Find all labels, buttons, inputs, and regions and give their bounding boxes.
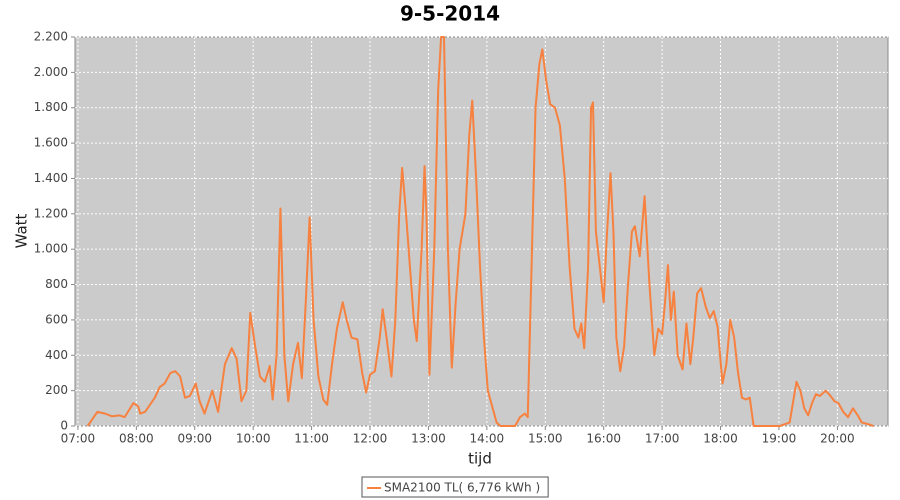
y-tick-label: 1.000 [34, 242, 68, 256]
x-tick-label: 11:00 [294, 432, 329, 446]
x-tick-label: 12:00 [353, 432, 388, 446]
x-tick-label: 13:00 [411, 432, 446, 446]
y-tick-label: 200 [45, 383, 68, 397]
y-axis-title: Watt [13, 213, 31, 248]
x-tick-label: 09:00 [177, 432, 212, 446]
x-tick-label: 07:00 [61, 432, 96, 446]
chart-title: 9-5-2014 [400, 2, 500, 26]
y-tick-label: 0 [60, 419, 68, 433]
x-axis-title: tijd [468, 450, 492, 468]
y-tick-label: 600 [45, 312, 68, 326]
line-series [86, 36, 874, 427]
y-tick-label: 1.800 [34, 100, 68, 114]
x-tick-label: 20:00 [820, 432, 855, 446]
legend-label: SMA2100 TL( 6,776 kWh ) [384, 481, 540, 495]
x-tick-label: 18:00 [703, 432, 738, 446]
y-tick-label: 2.000 [34, 65, 68, 79]
x-tick-label: 08:00 [119, 432, 154, 446]
legend: SMA2100 TL( 6,776 kWh ) [361, 476, 549, 498]
x-tick-label: 14:00 [470, 432, 505, 446]
plot-area [74, 36, 889, 427]
y-tick-label: 1.400 [34, 171, 68, 185]
y-tick-label: 400 [45, 348, 68, 362]
x-tick-label: 19:00 [762, 432, 797, 446]
y-tick-label: 1.200 [34, 206, 68, 220]
legend-box [361, 476, 549, 498]
x-tick-label: 10:00 [236, 432, 271, 446]
y-tick-label: 800 [45, 277, 68, 291]
y-tick-label: 2.200 [34, 30, 68, 44]
y-tick-label: 1.600 [34, 136, 68, 150]
x-tick-label: 16:00 [586, 432, 621, 446]
x-tick-label: 15:00 [528, 432, 563, 446]
x-tick-label: 17:00 [645, 432, 680, 446]
